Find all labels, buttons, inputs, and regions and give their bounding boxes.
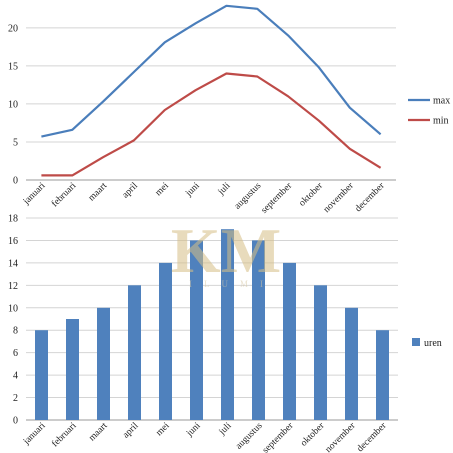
y-tick-label: 15 bbox=[8, 61, 18, 72]
x-tick-label: januari bbox=[21, 421, 48, 448]
x-tick-label: november bbox=[324, 420, 359, 453]
legend-label: uren bbox=[424, 338, 442, 349]
legend-swatch bbox=[412, 338, 420, 346]
bar bbox=[35, 330, 48, 420]
y-tick-label: 16 bbox=[8, 236, 18, 247]
y-tick-label: 8 bbox=[13, 326, 18, 337]
series-line-min bbox=[41, 72, 382, 177]
y-tick-label: 2 bbox=[13, 393, 18, 404]
bar bbox=[128, 285, 141, 420]
bar bbox=[159, 262, 172, 420]
y-tick-label: 20 bbox=[8, 23, 18, 34]
legend-label: max bbox=[433, 96, 450, 107]
x-tick-label: juni bbox=[184, 421, 202, 439]
watermark-monogram: KM bbox=[171, 215, 281, 286]
x-tick-label: februari bbox=[49, 180, 78, 209]
y-tick-label: 10 bbox=[8, 303, 18, 314]
temperature-line-chart: 0 5 10 15 20 januari februari maart april mei juni… bbox=[8, 4, 450, 216]
y-tick-label: 0 bbox=[13, 416, 18, 427]
y-tick-label: 5 bbox=[13, 137, 18, 148]
x-tick-label: juli bbox=[217, 421, 234, 438]
x-tick-label: augustus bbox=[233, 181, 264, 212]
watermark-text: ILUMI bbox=[189, 279, 275, 289]
x-tick-label: december bbox=[355, 420, 389, 453]
x-tick-label: oktober bbox=[297, 180, 325, 208]
x-tick-label: januari bbox=[21, 181, 48, 208]
bar bbox=[97, 307, 110, 420]
x-tick-label: maart bbox=[87, 181, 110, 204]
x-tick-label: mei bbox=[154, 181, 171, 198]
x-tick-label: november bbox=[322, 180, 357, 215]
y-tick-label: 18 bbox=[8, 214, 18, 225]
y-tick-label: 12 bbox=[8, 281, 18, 292]
y-tick-label: 4 bbox=[13, 371, 18, 382]
x-tick-label: september bbox=[260, 180, 295, 215]
x-tick-label: maart bbox=[87, 421, 110, 444]
x-tick-label: juli bbox=[216, 181, 233, 198]
x-tick-label: oktober bbox=[299, 420, 327, 448]
y-tick-label: 10 bbox=[8, 99, 18, 110]
y-tick-label: 6 bbox=[13, 348, 18, 359]
bar bbox=[283, 262, 296, 420]
bar bbox=[190, 240, 203, 420]
x-tick-label: augustus bbox=[234, 421, 265, 452]
y-tick-label: 14 bbox=[8, 258, 18, 269]
bar bbox=[345, 307, 358, 420]
legend-label: min bbox=[433, 116, 449, 127]
bar bbox=[221, 229, 234, 420]
watermark-logo: KM ILUMI bbox=[171, 215, 281, 289]
series-line-max bbox=[41, 4, 382, 138]
x-tick-label: december bbox=[354, 180, 388, 214]
x-tick-label: september bbox=[261, 420, 296, 453]
x-tick-label: juni bbox=[183, 181, 201, 199]
x-tick-label: februari bbox=[50, 420, 79, 449]
x-tick-label: april bbox=[121, 181, 141, 201]
x-tick-label: mei bbox=[154, 421, 171, 438]
bar bbox=[252, 240, 265, 420]
bar bbox=[376, 330, 389, 420]
x-tick-label: april bbox=[121, 421, 141, 441]
bar bbox=[66, 319, 79, 420]
y-tick-label: 0 bbox=[13, 176, 18, 187]
bar bbox=[314, 285, 327, 420]
